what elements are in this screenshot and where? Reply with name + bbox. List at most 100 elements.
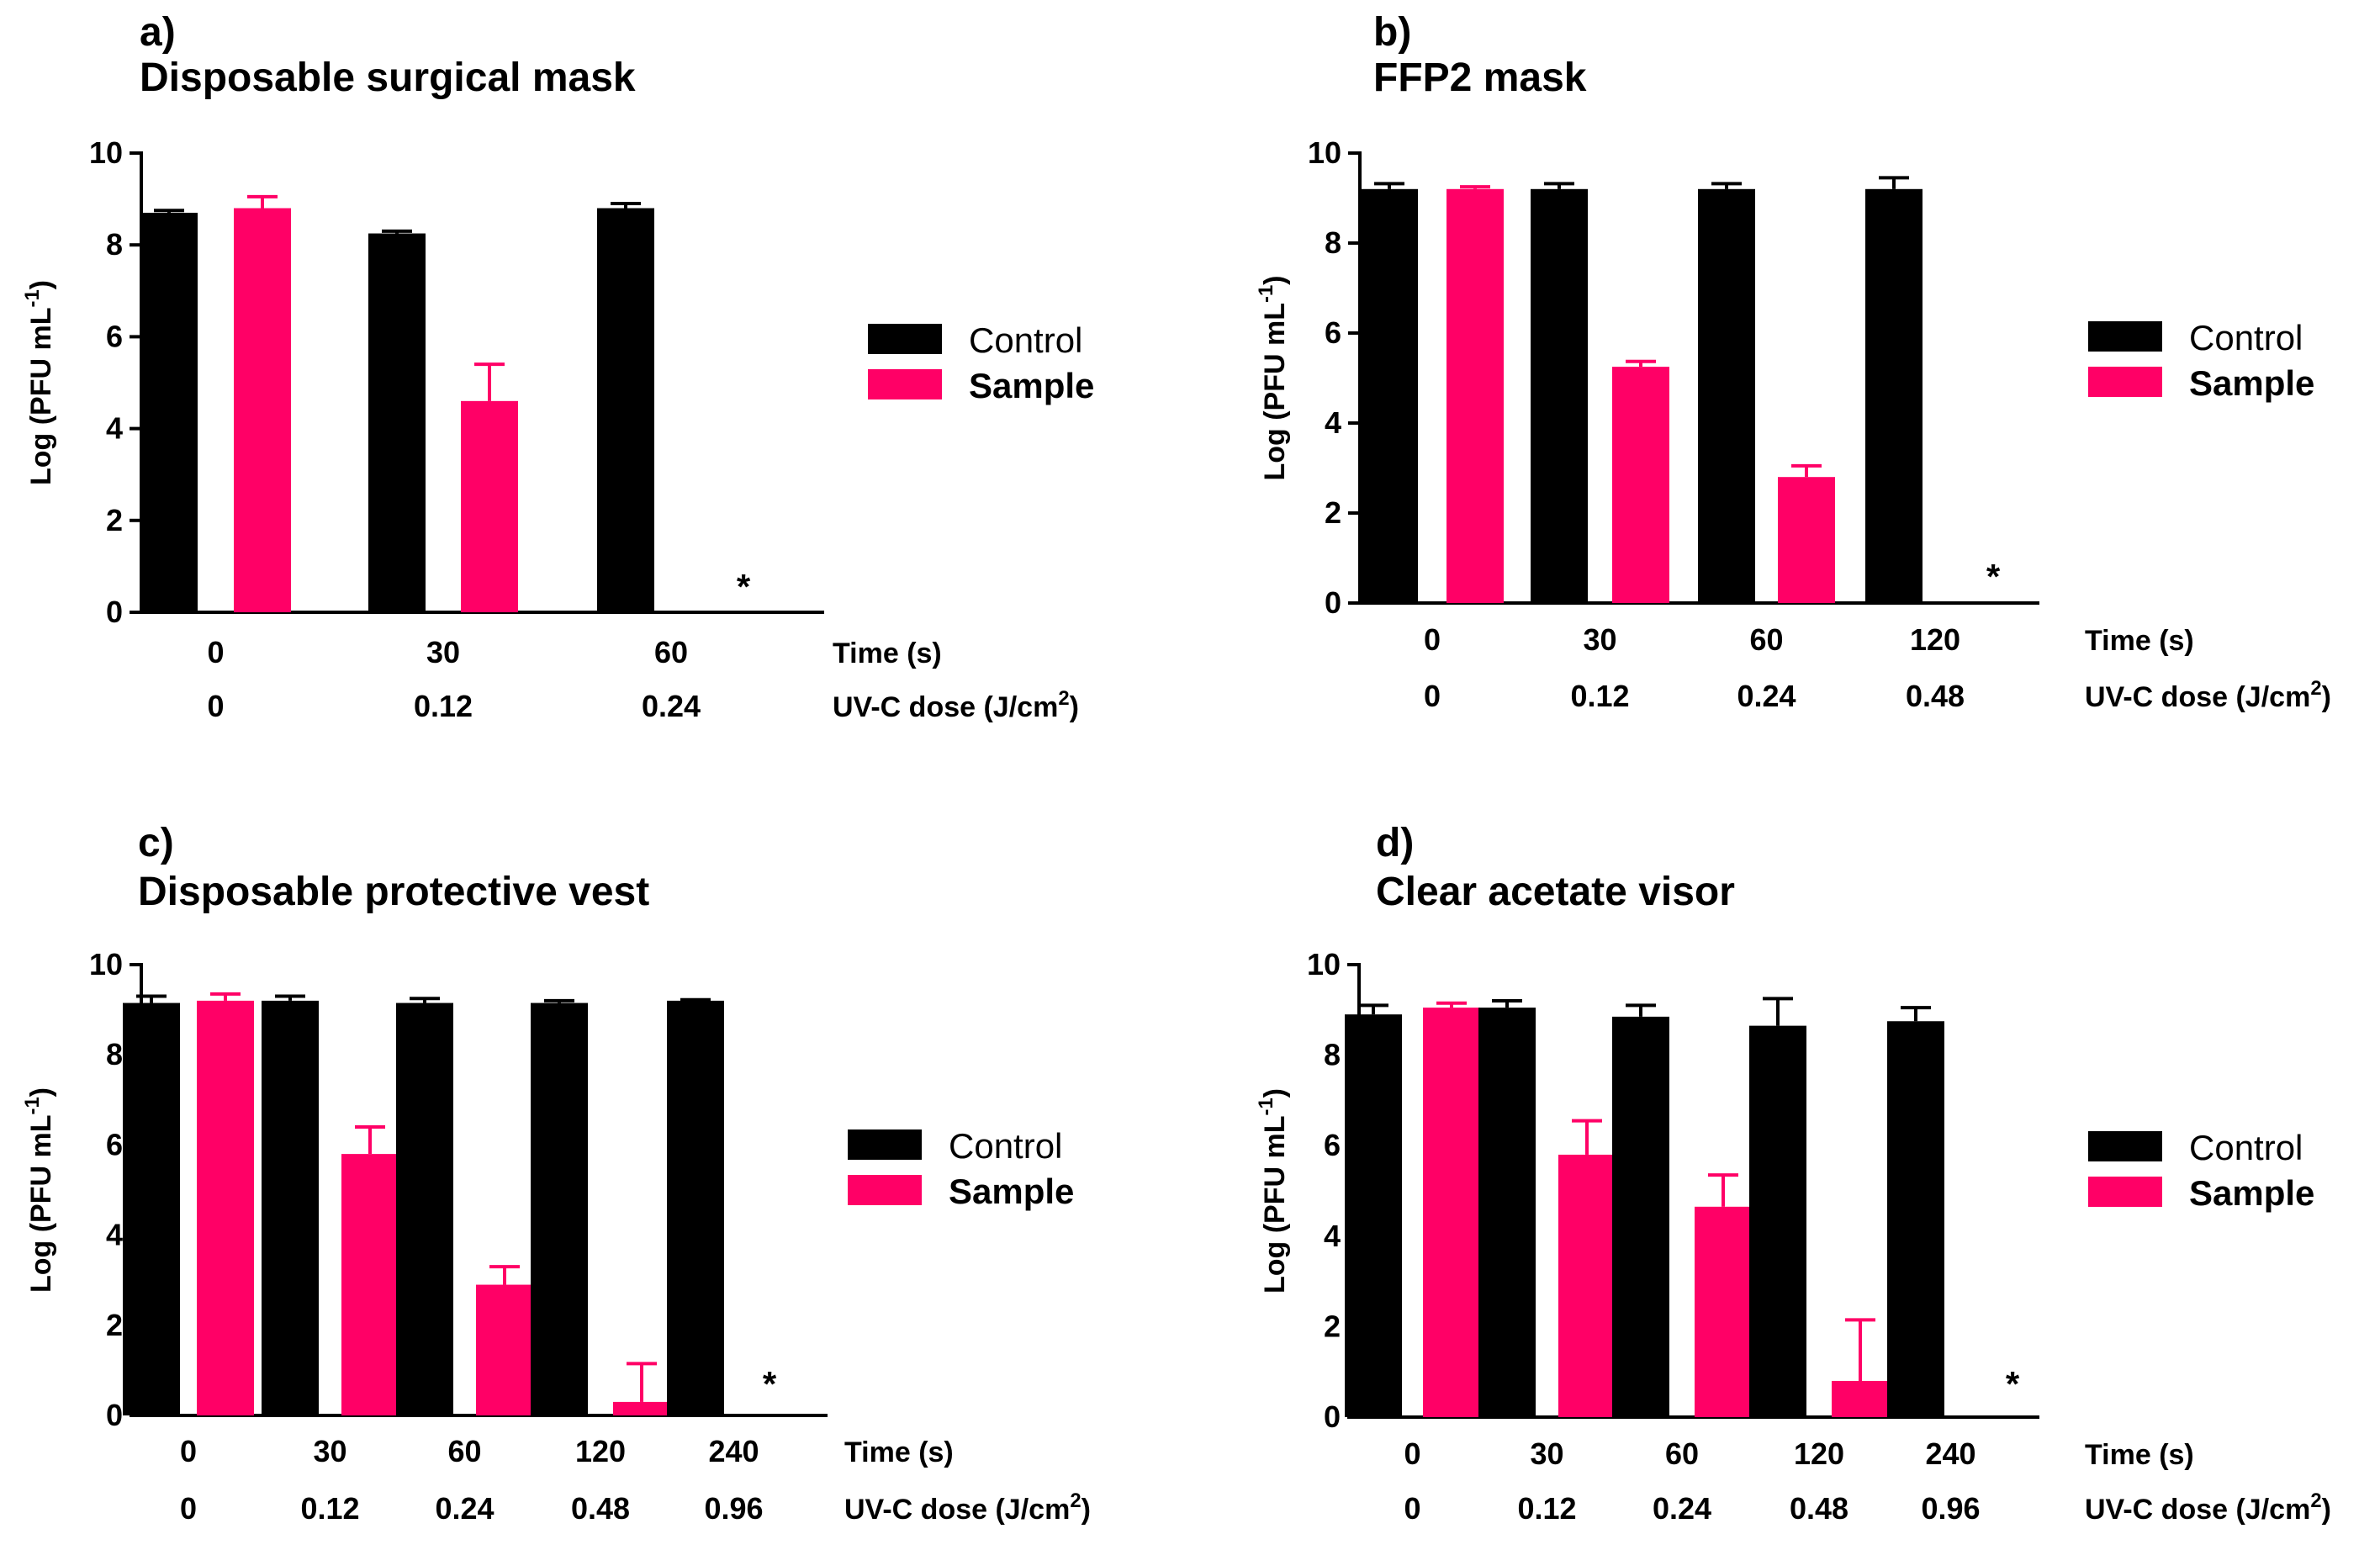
- bar-sample: [613, 1401, 670, 1415]
- x-tick-label: 120: [1910, 622, 1960, 657]
- bar-control: [1361, 188, 1418, 604]
- y-axis-label: Log (PFU mL-1): [1255, 275, 1291, 480]
- panel-c: c) Disposable protective vest 0 2 4 6 8 10 Log (…: [21, 821, 1091, 1526]
- dose-tick-label: 0.48: [1790, 1491, 1848, 1526]
- legend-swatch-sample: [868, 369, 942, 399]
- bar-sample: [1612, 367, 1669, 603]
- y-tick-label: 8: [106, 227, 123, 262]
- bar-sample: [461, 400, 518, 612]
- bar-sample: [1558, 1154, 1616, 1417]
- legend-label-control: Control: [2189, 1128, 2303, 1167]
- y-tick-label: 8: [1325, 225, 1341, 260]
- y-tick-label: 2: [1325, 495, 1341, 530]
- chart-title: Disposable surgical mask: [140, 56, 636, 100]
- time-axis-label: Time (s): [2085, 1439, 2194, 1471]
- significance-star: *: [1986, 557, 2001, 596]
- x-tick-label: 30: [1530, 1436, 1563, 1471]
- dose-tick-label: 0.48: [1906, 679, 1965, 713]
- bar-control: [140, 212, 198, 613]
- y-tick-label: 2: [106, 503, 123, 537]
- legend-label-sample: Sample: [2189, 363, 2314, 403]
- bar-control: [123, 1002, 180, 1415]
- bar-control: [1749, 1025, 1806, 1417]
- bar-control: [1478, 1008, 1536, 1417]
- legend-label-control: Control: [949, 1126, 1062, 1166]
- x-tick-label: 240: [708, 1434, 759, 1468]
- x-tick-label: 240: [1925, 1436, 1975, 1471]
- bar-sample: [1695, 1206, 1752, 1417]
- y-tick-label: 0: [106, 595, 123, 629]
- dose-axis-label: UV-C dose (J/cm2): [2085, 677, 2331, 713]
- x-tick-label: 30: [1583, 622, 1616, 657]
- y-axis-label: Log (PFU mL-1): [1255, 1088, 1291, 1293]
- dose-tick-label: 0.24: [642, 689, 701, 723]
- bar-control: [667, 1000, 724, 1415]
- panel-label: a): [140, 10, 176, 55]
- y-tick-label: 8: [106, 1037, 123, 1071]
- bar-control: [396, 1002, 453, 1415]
- time-axis-label: Time (s): [833, 637, 942, 669]
- y-tick-label: 0: [1325, 585, 1341, 620]
- legend-swatch-control: [868, 324, 942, 354]
- legend-swatch-control: [2088, 1131, 2162, 1161]
- time-axis-label: Time (s): [844, 1436, 954, 1468]
- dose-tick-label: 0.12: [300, 1491, 359, 1526]
- dose-tick-label: 0.12: [414, 689, 473, 723]
- bar-sample: [1832, 1380, 1889, 1417]
- legend-swatch-sample: [848, 1175, 922, 1205]
- y-tick-label: 2: [1324, 1309, 1341, 1343]
- bar-control: [1698, 188, 1755, 604]
- legend-swatch-control: [848, 1129, 922, 1160]
- dose-tick-label: 0: [1424, 679, 1441, 713]
- panel-a: a)Disposable surgical mask 0 2 4 6 8 10 Log (PF…: [21, 10, 1094, 723]
- bar-sample: [1778, 477, 1835, 603]
- dose-axis-label: UV-C dose (J/cm2): [2085, 1489, 2331, 1526]
- legend-swatch-sample: [2088, 1177, 2162, 1207]
- bar-sample: [197, 1000, 254, 1415]
- bar-control: [1887, 1021, 1944, 1417]
- legend-swatch-sample: [2088, 367, 2162, 397]
- dose-axis-label: UV-C dose (J/cm2): [844, 1489, 1091, 1526]
- dose-tick-label: 0.12: [1570, 679, 1629, 713]
- y-tick-label: 0: [1324, 1399, 1341, 1434]
- y-tick-label: 10: [1308, 135, 1341, 170]
- y-tick-label: 10: [1307, 947, 1341, 981]
- dose-tick-label: 0.96: [1921, 1491, 1980, 1526]
- y-axis-label: Log (PFU mL-1): [21, 1087, 57, 1293]
- y-tick-label: 0: [106, 1398, 123, 1432]
- dose-tick-label: 0.24: [435, 1491, 494, 1526]
- dose-tick-label: 0: [207, 689, 224, 723]
- y-tick-label: 10: [89, 947, 123, 981]
- y-tick-label: 4: [106, 1218, 123, 1252]
- legend-swatch-control: [2088, 321, 2162, 352]
- dose-tick-label: 0.48: [571, 1491, 630, 1526]
- chart-title: Clear acetate visor: [1376, 870, 1735, 914]
- significance-star: *: [763, 1364, 777, 1404]
- bar-sample: [476, 1284, 533, 1415]
- x-tick-label: 0: [1424, 622, 1441, 657]
- y-tick-label: 8: [1324, 1038, 1341, 1072]
- legend-label-sample: Sample: [949, 1172, 1074, 1211]
- x-tick-label: 60: [1749, 622, 1783, 657]
- x-tick-label: 0: [207, 635, 224, 669]
- dose-tick-label: 0.24: [1737, 679, 1796, 713]
- chart-title: FFP2 mask: [1373, 56, 1587, 100]
- y-tick-label: 6: [1325, 315, 1341, 350]
- bar-sample: [341, 1154, 399, 1415]
- time-axis-label: Time (s): [2085, 625, 2194, 657]
- x-tick-label: 30: [426, 635, 460, 669]
- y-tick-label: 6: [1324, 1128, 1341, 1162]
- significance-star: *: [737, 567, 751, 606]
- x-tick-label: 60: [447, 1434, 481, 1468]
- bar-control: [531, 1002, 588, 1415]
- bar-control: [1865, 188, 1923, 604]
- y-axis-label: Log (PFU mL-1): [21, 280, 57, 485]
- y-tick-label: 4: [1325, 405, 1341, 440]
- dose-tick-label: 0.24: [1653, 1491, 1711, 1526]
- bar-control: [262, 1000, 319, 1415]
- panel-label: c): [138, 821, 174, 865]
- dose-axis-label: UV-C dose (J/cm2): [833, 687, 1079, 723]
- significance-star: *: [2006, 1364, 2020, 1404]
- legend-label-control: Control: [2189, 318, 2303, 357]
- panel-b: b)FFP2 mask 0 2 4 6 8 10 Log (PFU mL-1) 0 0 30 0.12…: [1255, 10, 2331, 713]
